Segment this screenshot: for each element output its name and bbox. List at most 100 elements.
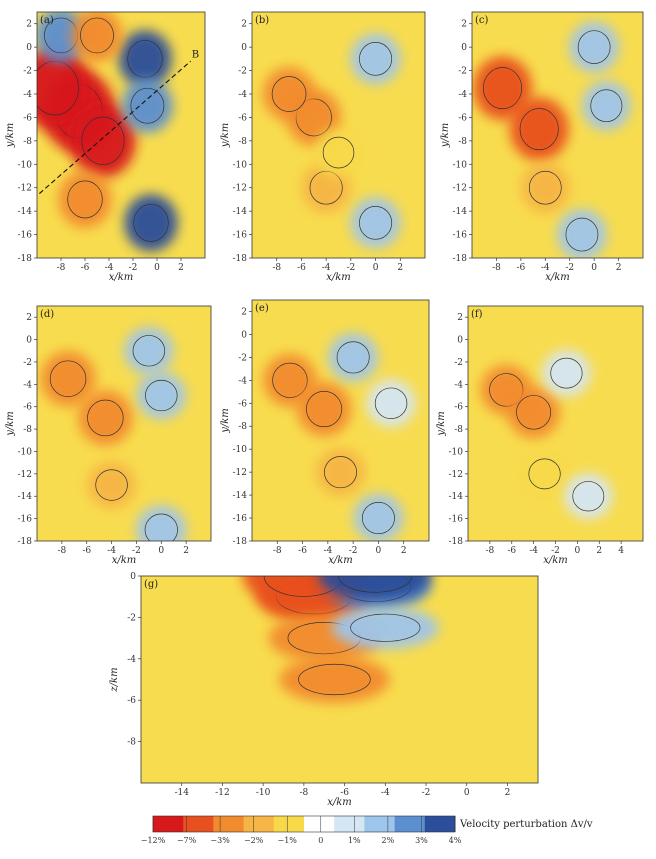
- y-tick-c-10: -18: [453, 254, 468, 264]
- x-tick-d-1: -6: [82, 546, 91, 556]
- panel-b: (b) -8 -6 -4 -2 0 2 2 0 -2 -4 -6 -8 -10 -12 -14 -16 -18 x/…: [220, 11, 426, 283]
- x-tick-f-4: 0: [575, 546, 581, 556]
- y-tick-e-10: -18: [233, 537, 248, 547]
- colorbar-swatch-2: [213, 816, 245, 832]
- anomaly-e-3: [328, 333, 378, 382]
- x-tick-f-3: -2: [551, 546, 560, 556]
- panel-label-g: (g): [144, 579, 158, 590]
- y-tick-b-3: -4: [238, 90, 247, 100]
- x-tick-b-4: 0: [373, 263, 379, 273]
- y-tick-a-5: -8: [23, 137, 32, 147]
- y-tick-c-4: -6: [458, 113, 467, 123]
- contour-b-5: [322, 136, 355, 169]
- y-tick-e-3: -4: [238, 376, 247, 386]
- y-tick-b-8: -14: [233, 207, 248, 217]
- y-tick-b-5: -8: [238, 137, 247, 147]
- y-tick-e-0: 2: [241, 307, 247, 317]
- x-tick-b-1: -6: [297, 263, 306, 273]
- y-axis-label-a: y/km: [5, 123, 16, 149]
- x-tick-e-3: -2: [349, 546, 358, 556]
- colorbar-swatch-8: [394, 816, 426, 832]
- colorbar-swatch-0: [153, 816, 184, 832]
- colorbar-tick-7: 2%: [382, 836, 395, 845]
- y-tick-c-0: 2: [461, 20, 467, 30]
- panel-f: (f) -8 -6 -4 -2 0 2 4 2 0 -2 -4 -6 -8 -10 -12 -14 -16 -18 x…: [436, 305, 644, 566]
- anomaly-d-4: [136, 505, 187, 541]
- x-tick-c-0: -8: [492, 263, 501, 273]
- heatmap-field-a: [37, 12, 205, 258]
- contour-b-4: [359, 206, 393, 240]
- anomaly-b-3: [350, 33, 401, 85]
- y-tick-d-1: 0: [26, 336, 32, 346]
- colorbar-swatch-1: [183, 816, 214, 832]
- contour-c-2: [528, 170, 562, 205]
- colorbar-tick-1: −7%: [177, 836, 197, 845]
- panel-label-f: (f): [471, 309, 483, 320]
- colorbar-swatch-6: [334, 816, 365, 832]
- y-axis-label-b: y/km: [220, 123, 231, 149]
- contour-f-1: [516, 395, 552, 430]
- panel-label-c: (c): [475, 15, 489, 26]
- y-tick-e-7: -12: [233, 468, 248, 478]
- y-tick-g-2: -4: [127, 655, 136, 665]
- x-tick-f-5: 2: [596, 546, 602, 556]
- anomaly-e-4: [353, 493, 404, 541]
- contour-c-3: [577, 30, 611, 64]
- x-tick-c-2: -4: [541, 263, 550, 273]
- y-tick-a-7: -12: [18, 184, 33, 194]
- contour-c-1: [519, 108, 559, 151]
- y-tick-b-6: -10: [233, 160, 248, 170]
- contour-d-0: [49, 360, 87, 397]
- x-tick-a-4: 0: [154, 263, 160, 273]
- x-tick-f-6: 4: [618, 546, 624, 556]
- heatmap-field-d: [37, 306, 211, 541]
- y-tick-f-2: -2: [454, 358, 463, 368]
- y-tick-f-7: -12: [449, 470, 464, 480]
- anomaly-b-1: [262, 67, 316, 121]
- contour-f-4: [572, 481, 605, 512]
- contour-a-2: [81, 116, 125, 165]
- y-tick-c-8: -14: [453, 207, 468, 217]
- y-axis-label-d: y/km: [5, 411, 16, 437]
- contour-a-8: [80, 17, 114, 54]
- contour-e-5: [374, 387, 408, 419]
- contour-a-5: [130, 87, 165, 124]
- axes-frame-d: [36, 305, 212, 542]
- contour-g-4: [350, 613, 421, 642]
- colorbar-tick-5: 0: [318, 836, 323, 845]
- contour-a-6: [133, 203, 169, 242]
- anomaly-d-1: [77, 390, 133, 446]
- y-tick-a-9: -16: [18, 231, 33, 241]
- x-tick-c-1: -6: [516, 263, 525, 273]
- y-tick-a-3: -4: [23, 90, 32, 100]
- contour-d-4: [144, 513, 178, 541]
- y-axis-label-f: y/km: [436, 411, 447, 437]
- anomaly-b-4: [350, 197, 401, 249]
- x-tick-g-2: -10: [256, 788, 271, 798]
- x-tick-c-5: 2: [616, 263, 622, 273]
- colorbar-swatch-7: [364, 816, 396, 832]
- profile-line: [39, 60, 191, 194]
- contour-e-3: [336, 341, 370, 374]
- x-tick-a-5: 2: [178, 263, 184, 273]
- y-tick-b-1: 0: [241, 43, 247, 53]
- y-axis-label-g: z/km: [109, 667, 120, 692]
- heatmap-field-e: [252, 300, 429, 541]
- colorbar-tick-4: −1%: [278, 836, 298, 845]
- y-tick-b-10: -18: [233, 254, 248, 264]
- y-tick-e-2: -2: [238, 353, 247, 363]
- colorbar-tick-6: 1%: [348, 836, 361, 845]
- anomaly-b-5: [314, 128, 363, 177]
- heatmap-field-b: [252, 12, 425, 258]
- y-tick-f-1: 0: [457, 336, 463, 346]
- anomaly-f-3: [542, 350, 591, 397]
- contour-g-6: [338, 576, 413, 593]
- x-tick-e-1: -6: [298, 546, 307, 556]
- colorbar-tick-2: −3%: [210, 836, 230, 845]
- y-tick-a-4: -6: [23, 113, 32, 123]
- anomaly-d-3: [124, 327, 174, 375]
- anomaly-g-6: [318, 576, 432, 602]
- axes-frame-g: [140, 575, 539, 784]
- contour-g-2: [298, 663, 371, 696]
